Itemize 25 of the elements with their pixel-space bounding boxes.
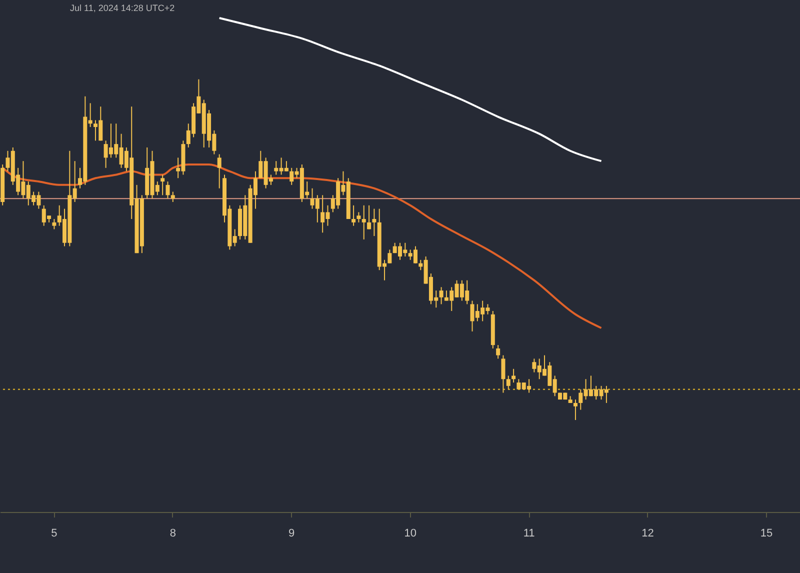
candlestick [367,204,372,230]
candlestick [506,375,510,390]
x-tick-label: 15 [760,528,773,540]
candlestick [388,249,392,264]
candlestick [356,212,361,223]
candlestick [496,344,500,360]
x-tick-label: 11 [523,528,535,540]
x-tick-label: 10 [404,528,416,540]
candlestick [372,208,376,237]
x-tick-label: 5 [51,528,58,540]
x-tick-label: 12 [642,528,654,540]
candlestick [52,218,56,230]
candlestick [217,154,222,189]
candlestick [439,286,444,305]
candlestick [170,191,175,202]
candlestick [166,181,170,200]
x-tick-label: 8 [170,528,176,540]
x-tick-label: 9 [288,528,295,540]
candlestick [160,174,165,196]
candlestick [352,204,356,226]
candlestick [501,354,506,394]
text: Jul 11, 2024 14:28 UTC+2 [70,3,175,13]
candlestick [512,368,516,384]
candlestick [573,399,578,420]
candlestick [362,204,366,240]
